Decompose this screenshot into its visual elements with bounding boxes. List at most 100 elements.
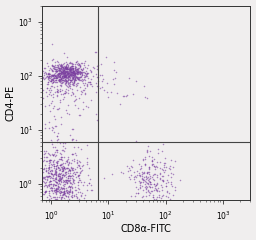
Point: [147, 166, 151, 169]
Point: [51, 74, 55, 78]
Point: [49, 79, 53, 83]
Point: [76, 81, 80, 85]
Point: [71, 66, 75, 70]
Point: [71, 71, 76, 75]
Point: [71, 177, 75, 181]
Point: [89, 98, 93, 102]
Point: [94, 112, 98, 116]
Point: [47, 184, 51, 187]
Point: [55, 161, 59, 164]
Point: [155, 190, 159, 193]
Point: [73, 185, 77, 189]
Point: [58, 76, 62, 80]
Point: [83, 65, 88, 69]
Point: [73, 71, 77, 74]
Point: [58, 73, 62, 77]
Point: [60, 78, 64, 82]
Point: [64, 72, 68, 76]
Point: [52, 186, 56, 190]
Point: [61, 149, 65, 152]
Point: [51, 160, 55, 163]
Point: [45, 175, 49, 179]
Point: [57, 71, 61, 75]
Point: [67, 70, 71, 74]
Point: [77, 69, 81, 72]
Point: [82, 88, 87, 92]
Point: [63, 74, 67, 78]
Point: [80, 68, 84, 72]
Point: [54, 191, 58, 195]
Point: [59, 115, 63, 119]
Point: [58, 157, 62, 161]
Point: [56, 131, 60, 135]
Point: [50, 42, 54, 45]
Point: [151, 195, 155, 198]
Point: [75, 75, 79, 79]
Point: [46, 76, 50, 80]
Point: [53, 168, 57, 172]
Point: [62, 95, 66, 99]
Point: [67, 83, 71, 87]
Point: [112, 60, 116, 64]
Point: [153, 172, 157, 176]
Point: [54, 188, 58, 192]
Point: [104, 55, 108, 59]
Point: [63, 194, 68, 198]
Point: [70, 190, 74, 193]
Point: [110, 172, 114, 176]
Point: [77, 174, 81, 177]
Point: [75, 77, 79, 80]
Point: [87, 166, 91, 169]
Point: [47, 197, 51, 201]
Point: [148, 180, 152, 184]
Point: [71, 75, 76, 79]
Point: [54, 164, 58, 168]
Point: [70, 90, 74, 94]
Point: [64, 188, 68, 192]
Point: [75, 67, 79, 71]
Point: [50, 189, 55, 192]
Point: [74, 153, 78, 156]
Point: [146, 189, 150, 193]
Point: [63, 89, 67, 93]
Point: [52, 66, 56, 70]
Point: [143, 162, 147, 166]
Point: [57, 71, 61, 75]
Point: [145, 96, 149, 100]
Point: [63, 172, 68, 176]
Point: [63, 60, 68, 64]
Point: [52, 150, 57, 154]
Point: [148, 191, 152, 194]
Point: [52, 162, 56, 166]
Point: [72, 69, 76, 73]
Point: [63, 65, 67, 69]
Point: [58, 67, 62, 71]
Point: [61, 78, 65, 82]
Point: [52, 73, 56, 77]
Point: [64, 70, 68, 74]
Point: [157, 195, 162, 199]
Point: [67, 72, 71, 76]
Point: [52, 182, 56, 186]
Point: [47, 68, 51, 72]
Point: [44, 104, 48, 108]
Point: [141, 180, 145, 184]
Point: [68, 72, 72, 76]
Point: [164, 181, 168, 185]
Point: [141, 184, 145, 188]
Point: [66, 155, 70, 159]
Point: [50, 172, 54, 176]
Point: [66, 157, 70, 161]
Point: [62, 189, 66, 193]
Point: [56, 78, 60, 82]
Point: [69, 72, 73, 76]
Point: [46, 170, 50, 174]
Point: [51, 73, 55, 77]
Point: [71, 76, 75, 79]
Point: [80, 77, 84, 81]
Point: [57, 185, 61, 189]
Point: [47, 158, 51, 162]
Point: [66, 65, 70, 69]
Point: [68, 76, 72, 80]
Point: [63, 65, 67, 69]
